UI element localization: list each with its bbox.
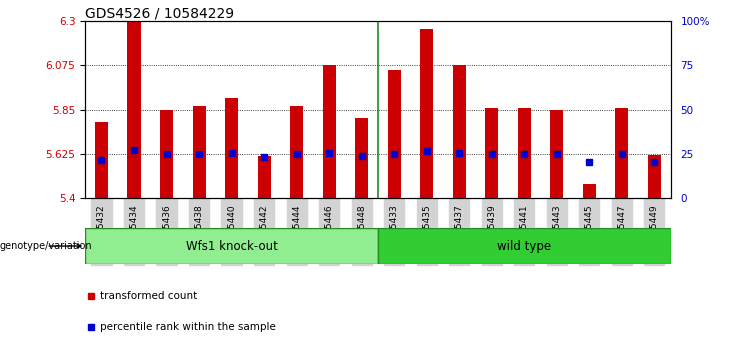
- Bar: [518, 108, 531, 198]
- Text: wild type: wild type: [497, 240, 551, 252]
- Bar: [322, 64, 336, 198]
- Bar: [551, 110, 563, 198]
- Text: GDS4526 / 10584229: GDS4526 / 10584229: [85, 6, 234, 20]
- Bar: [582, 184, 596, 198]
- Bar: [615, 108, 628, 198]
- Bar: [258, 156, 270, 198]
- Text: Wfs1 knock-out: Wfs1 knock-out: [186, 240, 277, 252]
- Bar: [453, 64, 465, 198]
- Text: percentile rank within the sample: percentile rank within the sample: [100, 322, 276, 332]
- Bar: [95, 121, 108, 198]
- Bar: [378, 228, 671, 264]
- Bar: [127, 22, 141, 198]
- Bar: [225, 98, 238, 198]
- Bar: [420, 29, 433, 198]
- Text: transformed count: transformed count: [100, 291, 197, 301]
- Bar: [355, 118, 368, 198]
- Bar: [388, 70, 401, 198]
- Bar: [648, 155, 661, 198]
- Bar: [160, 110, 173, 198]
- Bar: [85, 228, 378, 264]
- Bar: [485, 108, 498, 198]
- Text: genotype/variation: genotype/variation: [0, 241, 93, 251]
- Bar: [193, 106, 205, 198]
- Bar: [290, 106, 303, 198]
